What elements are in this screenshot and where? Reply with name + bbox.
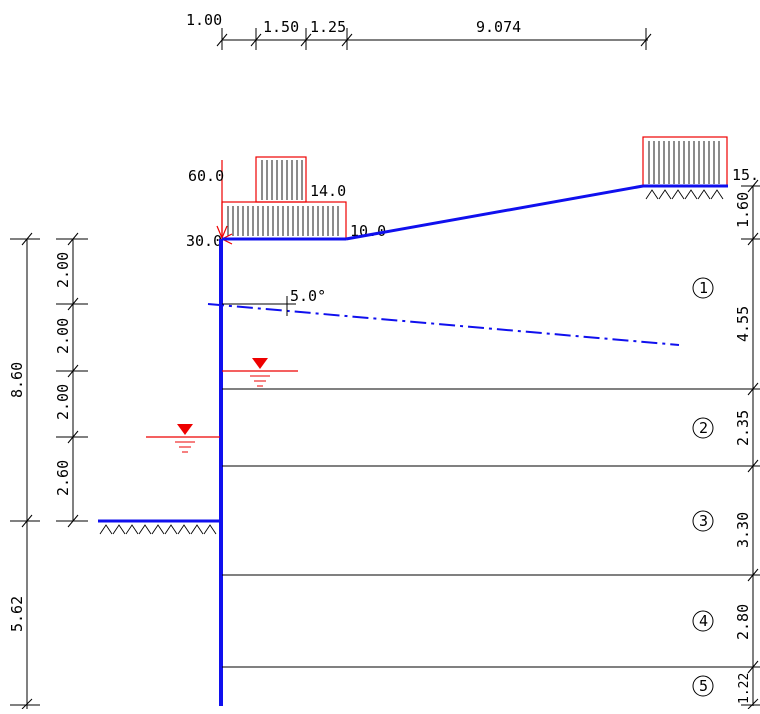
layer-number-3: 3 — [699, 512, 708, 530]
ground-hatch-mark — [125, 524, 139, 535]
top-dimension-chain — [216, 28, 652, 50]
surcharge-load-upper — [255, 156, 307, 203]
right-dim-5: 2.80 — [734, 604, 752, 640]
right-dim-1: 1.60 — [734, 192, 752, 228]
anchor-line — [207, 303, 680, 346]
left-dim-seg-1: 2.00 — [54, 252, 72, 288]
layer-number-2: 2 — [699, 419, 708, 437]
top-dim-1: 1.00 — [186, 11, 222, 29]
load-hatching-upper — [261, 160, 303, 200]
ground-hatch-mark — [710, 189, 724, 200]
load-15-label: 15.0 — [732, 166, 760, 184]
right-dim-2: 4.55 — [734, 306, 752, 342]
right-dim-3: 2.35 — [734, 410, 752, 446]
left-dim-seg-4: 2.60 — [54, 460, 72, 496]
top-dim-3: 1.25 — [310, 18, 346, 36]
water-table-behind — [222, 358, 298, 387]
top-dim-2: 1.50 — [263, 18, 299, 36]
layer-number-1: 1 — [699, 279, 708, 297]
layer-markers — [692, 277, 714, 697]
ground-hatch-mark — [671, 189, 685, 200]
ground-hatch-mark — [138, 524, 152, 535]
right-dimension-chain — [741, 179, 760, 710]
left-dim-total-lower: 5.62 — [8, 596, 26, 632]
ground-hatch-mark — [684, 189, 698, 200]
ground-hatch-mark — [190, 524, 204, 535]
left-dimension-chain-outer — [10, 232, 40, 710]
angle-marker — [222, 296, 296, 316]
right-dim-6: 1.22 — [737, 673, 752, 704]
left-dim-seg-3: 2.00 — [54, 384, 72, 420]
angle-label: 5.0° — [290, 287, 326, 305]
ground-hatch-mark — [164, 524, 178, 535]
right-dim-4: 3.30 — [734, 512, 752, 548]
left-dimension-chain-inner — [56, 232, 88, 528]
load-60-label: 60.0 — [188, 167, 224, 185]
load-30-label: 30.0 — [186, 232, 222, 250]
ground-hatch-mark — [177, 524, 191, 535]
load-hatching-right — [648, 141, 720, 184]
ground-hatch-right — [645, 189, 724, 200]
top-dim-4: 9.074 — [476, 18, 521, 36]
ground-hatch-mark — [203, 524, 217, 535]
load-14-label: 14.0 — [310, 182, 346, 200]
surcharge-load-lower — [221, 201, 347, 240]
ground-hatch-left — [99, 524, 217, 535]
left-dim-total-upper: 8.60 — [8, 362, 26, 398]
layer-number-5: 5 — [699, 677, 708, 695]
ground-hatch-mark — [645, 189, 659, 200]
ground-hatch-mark — [658, 189, 672, 200]
ground-hatch-mark — [112, 524, 126, 535]
left-dim-seg-2: 2.00 — [54, 318, 72, 354]
water-table-front — [146, 424, 220, 453]
layer-number-4: 4 — [699, 612, 708, 630]
ground-hatch-mark — [697, 189, 711, 200]
ground-hatch-mark — [99, 524, 113, 535]
layer-boundaries — [222, 388, 742, 668]
ground-surface — [222, 184, 728, 241]
load-hatching-lower — [227, 206, 339, 236]
ground-hatch-mark — [151, 524, 165, 535]
